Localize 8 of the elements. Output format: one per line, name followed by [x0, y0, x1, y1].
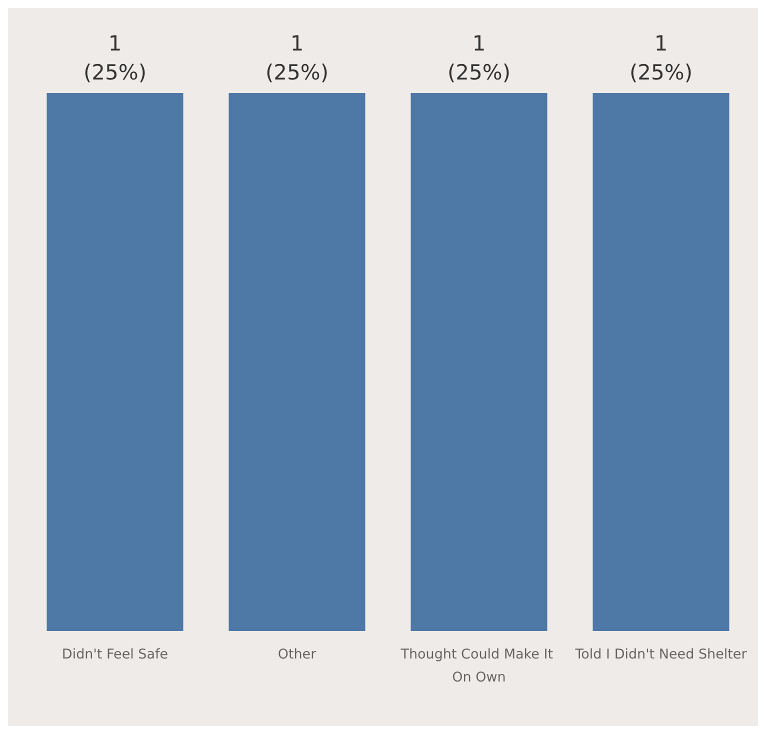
data-label: 1 (25%) — [629, 32, 693, 84]
x-tick-label: Other — [278, 646, 317, 662]
x-tick-label: Didn't Feel Safe — [62, 646, 168, 662]
data-label: 1 (25%) — [447, 32, 511, 84]
x-tick-label: Told I Didn't Need Shelter — [574, 646, 748, 662]
x-tick-label: Thought Could Make It On Own — [400, 646, 558, 686]
data-label: 1 (25%) — [83, 32, 147, 84]
data-label: 1 (25%) — [265, 32, 329, 84]
